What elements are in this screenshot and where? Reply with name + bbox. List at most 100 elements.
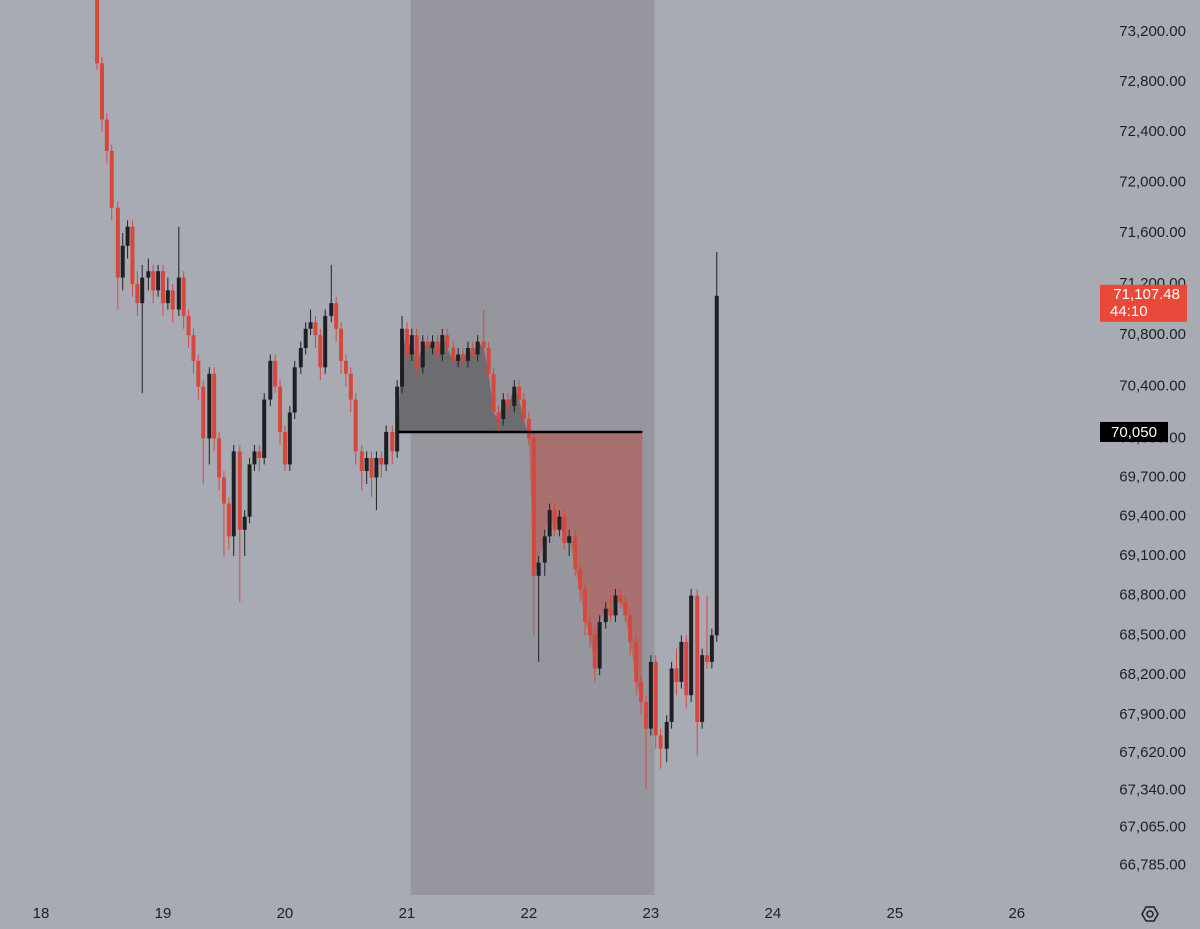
candle-body xyxy=(369,457,374,478)
candle-body xyxy=(618,595,623,603)
candle-body xyxy=(282,431,287,465)
candle-body xyxy=(639,681,644,702)
candle-body xyxy=(542,536,547,563)
last-price-box xyxy=(1100,284,1187,322)
candle-body xyxy=(201,386,206,439)
candle-body xyxy=(608,608,613,616)
candle-body xyxy=(343,360,348,374)
candle-body xyxy=(481,341,486,349)
candle-body xyxy=(146,271,151,278)
candle-body xyxy=(400,328,405,387)
candle-body xyxy=(196,360,201,387)
last-price-label: 71,107.48 xyxy=(1113,286,1180,303)
candle-body xyxy=(292,367,297,413)
candle-body xyxy=(674,668,679,682)
y-tick-label: 69,700.00 xyxy=(1119,468,1186,485)
candle-body xyxy=(176,277,181,310)
candle-body xyxy=(700,655,705,722)
candle-body xyxy=(567,536,572,543)
candle-body xyxy=(156,271,161,291)
x-tick-label: 23 xyxy=(643,905,660,922)
candle-body xyxy=(475,341,480,355)
candle-body xyxy=(287,412,292,465)
candle-body xyxy=(440,335,445,355)
y-tick-label: 70,800.00 xyxy=(1119,326,1186,343)
candle-body xyxy=(252,451,257,465)
settings-icon[interactable] xyxy=(1141,906,1159,922)
candle-body xyxy=(547,510,552,537)
candle-body xyxy=(689,595,694,696)
y-tick-label: 73,200.00 xyxy=(1119,23,1186,40)
candle-body xyxy=(160,271,165,304)
candle-body xyxy=(486,348,491,374)
candle-body xyxy=(420,341,425,368)
candle-body xyxy=(613,595,618,616)
y-tick-label: 66,785.00 xyxy=(1119,857,1186,874)
candle-body xyxy=(313,322,318,336)
candle-body xyxy=(109,150,114,208)
y-tick-label: 72,400.00 xyxy=(1119,123,1186,140)
candle-body xyxy=(273,360,278,387)
candle-body xyxy=(151,271,156,291)
candle-body xyxy=(130,226,135,284)
candle-body xyxy=(592,635,597,669)
candle-body xyxy=(664,721,669,749)
axes: 73,200.00 72,800.00 72,400.00 72,000.00 71,6… xyxy=(33,23,1187,922)
candle-body xyxy=(104,119,109,151)
candle-body xyxy=(390,431,395,452)
candle-body xyxy=(165,290,170,304)
candle-body xyxy=(384,431,389,465)
y-tick-label: 67,065.00 xyxy=(1119,819,1186,836)
candle-body xyxy=(395,386,400,452)
candle-body xyxy=(714,295,719,636)
x-tick-label: 22 xyxy=(521,905,538,922)
candle-body xyxy=(430,341,435,349)
hline-label-box xyxy=(1100,421,1168,442)
candle-body xyxy=(278,386,283,432)
candle-body xyxy=(587,622,592,636)
candle-body xyxy=(298,348,303,368)
y-tick-label: 72,000.00 xyxy=(1119,173,1186,190)
y-tick-label: 67,900.00 xyxy=(1119,706,1186,723)
candle-body xyxy=(583,588,588,623)
candle-body xyxy=(409,335,414,355)
candle-body xyxy=(456,354,461,361)
candle-body xyxy=(334,303,339,329)
candle-body xyxy=(237,451,242,530)
y-tick-label: 68,200.00 xyxy=(1119,666,1186,683)
candle-body xyxy=(226,503,231,537)
candle-body xyxy=(445,335,450,349)
candle-body xyxy=(318,335,323,368)
y-tick-label: 69,100.00 xyxy=(1119,547,1186,564)
candle-body xyxy=(603,608,608,623)
candle-body xyxy=(679,641,684,682)
candle-body xyxy=(191,335,196,361)
candle-body xyxy=(303,328,308,349)
candle-body xyxy=(353,399,358,452)
y-tick-label: 67,340.00 xyxy=(1119,781,1186,798)
candle-body xyxy=(653,661,658,736)
candle-body xyxy=(597,622,602,669)
candle-body xyxy=(643,701,648,729)
candle-body xyxy=(648,661,653,729)
candle-body xyxy=(125,226,130,246)
candle-body xyxy=(531,438,536,576)
candle-body xyxy=(140,277,145,304)
candle-body xyxy=(186,315,191,336)
candle-body xyxy=(329,303,334,316)
candle-body xyxy=(623,602,628,616)
fill-below xyxy=(398,431,643,702)
candle-body xyxy=(221,477,226,504)
candle-body xyxy=(95,0,100,64)
x-tick-label: 21 xyxy=(399,905,416,922)
y-tick-label: 68,800.00 xyxy=(1119,587,1186,604)
candle-body xyxy=(348,373,353,400)
settings-hex xyxy=(1141,906,1159,922)
candle-body xyxy=(257,451,262,458)
candle-body xyxy=(364,457,369,471)
candle-body xyxy=(451,348,456,361)
y-tick-label: 70,400.00 xyxy=(1119,378,1186,395)
candle-body xyxy=(465,348,470,361)
